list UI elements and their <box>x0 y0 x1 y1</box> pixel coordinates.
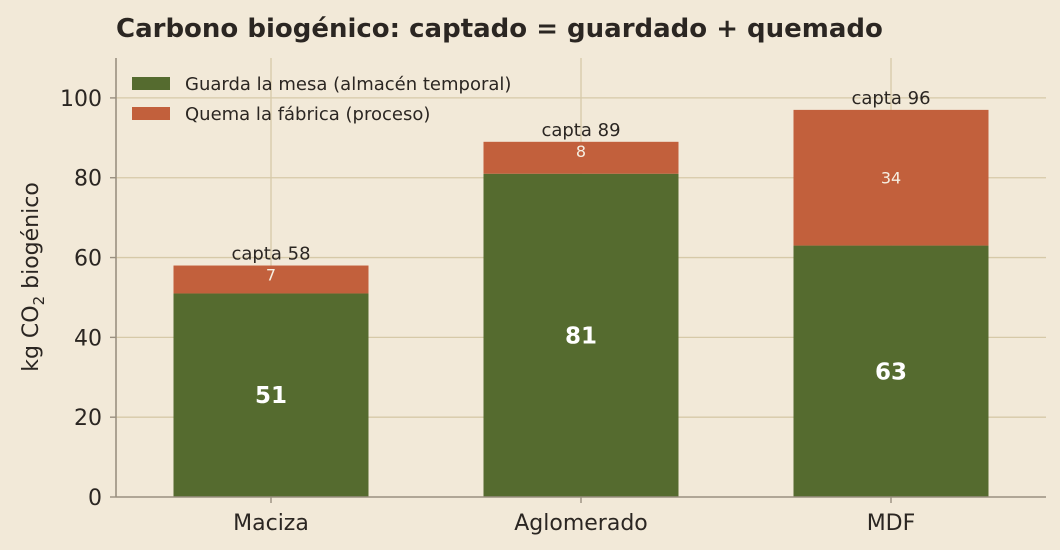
segment-value-label: 51 <box>255 383 287 409</box>
total-label: capta 89 <box>541 120 620 141</box>
y-tick-label: 60 <box>74 247 102 272</box>
x-tick-label: Aglomerado <box>514 511 648 536</box>
y-tick-label: 80 <box>74 167 102 192</box>
legend-swatch-1 <box>132 107 170 120</box>
total-label: capta 58 <box>231 244 310 265</box>
bar-segment-quema-1 <box>483 141 679 174</box>
x-tick-label: MDF <box>867 511 916 536</box>
segment-value-label: 63 <box>875 359 907 385</box>
legend-label-1: Quema la fábrica (proceso) <box>185 104 430 125</box>
segment-value-label: 34 <box>881 169 901 188</box>
legend: Guarda la mesa (almacén temporal) Quema l… <box>132 74 511 125</box>
y-axis-label: kg CO2 biogénico <box>19 182 48 372</box>
segment-value-label: 81 <box>565 323 597 349</box>
total-label: capta 96 <box>851 88 930 109</box>
y-tick-label: 0 <box>88 486 102 511</box>
y-tick-label: 20 <box>74 406 102 431</box>
legend-label-0: Guarda la mesa (almacén temporal) <box>185 74 511 95</box>
bar-segment-quema-2 <box>793 109 989 246</box>
y-axis-ticks: 0 20 40 60 80 100 <box>60 87 116 511</box>
x-tick-label: Maciza <box>233 511 309 536</box>
segment-value-label: 8 <box>576 142 586 161</box>
bar-segment-guarda-1 <box>483 173 679 497</box>
segment-value-label: 7 <box>266 266 276 285</box>
bar-segment-guarda-2 <box>793 245 989 497</box>
x-axis-ticks: Maciza Aglomerado MDF <box>233 497 915 536</box>
y-tick-label: 100 <box>60 87 102 112</box>
chart-title: Carbono biogénico: captado = guardado + … <box>116 14 883 44</box>
legend-swatch-0 <box>132 77 170 90</box>
bars <box>173 109 989 497</box>
bar-segment-guarda-0 <box>173 293 369 497</box>
y-tick-label: 40 <box>74 326 102 351</box>
bar-segment-quema-0 <box>173 265 369 294</box>
